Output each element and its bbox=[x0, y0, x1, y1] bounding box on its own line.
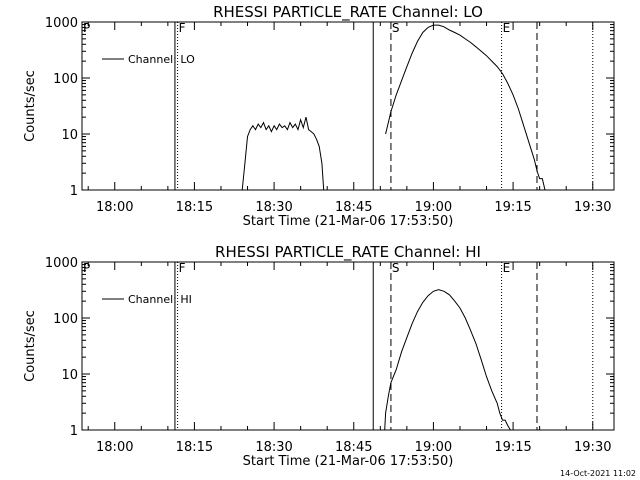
flag-label-s: S bbox=[392, 261, 400, 275]
y-tick-label: 100 bbox=[53, 72, 78, 87]
y-tick-label: 1 bbox=[70, 184, 78, 199]
x-axis-label: Start Time (21-Mar-06 17:53:50) bbox=[243, 214, 454, 229]
y-tick-label: 1 bbox=[70, 424, 78, 439]
x-tick-label: 19:30 bbox=[574, 200, 611, 215]
x-tick-label: 19:15 bbox=[494, 440, 531, 455]
x-tick-label: 18:15 bbox=[176, 200, 213, 215]
y-tick-label: 1000 bbox=[45, 256, 78, 271]
plot-frame bbox=[81, 261, 615, 431]
flag-label-e: E bbox=[503, 21, 511, 35]
x-tick-label: 18:30 bbox=[255, 200, 292, 215]
x-tick-label: 18:00 bbox=[96, 200, 133, 215]
x-tick-label: 19:00 bbox=[415, 200, 452, 215]
series-line bbox=[385, 24, 546, 191]
x-tick-label: 18:45 bbox=[335, 440, 372, 455]
y-tick-label: 10 bbox=[61, 368, 78, 383]
x-tick-label: 19:15 bbox=[494, 200, 531, 215]
y-tick-label: 1000 bbox=[45, 16, 78, 31]
series-line bbox=[384, 289, 511, 431]
flag-label-p: P bbox=[83, 261, 90, 275]
flag-label-f: F bbox=[179, 261, 186, 275]
flag-label-s: S bbox=[392, 21, 400, 35]
y-axis-label: Counts/sec bbox=[23, 310, 38, 382]
flag-label-e: E bbox=[503, 261, 511, 275]
x-tick-label: 19:30 bbox=[574, 440, 611, 455]
x-tick-label: 18:00 bbox=[96, 440, 133, 455]
footer-timestamp: 14-Oct-2021 11:02 bbox=[560, 469, 636, 478]
y-tick-label: 100 bbox=[53, 312, 78, 327]
x-tick-label: 18:15 bbox=[176, 440, 213, 455]
legend-entry: Channel: LO bbox=[128, 53, 195, 66]
series-line bbox=[241, 116, 325, 191]
x-axis-label: Start Time (21-Mar-06 17:53:50) bbox=[243, 454, 454, 469]
y-axis-label: Counts/sec bbox=[23, 70, 38, 142]
plot-frame bbox=[81, 21, 615, 191]
chart-panel-0: RHESSI PARTICLE_RATE Channel: LO 18:00 18:… bbox=[23, 3, 615, 229]
chart-title: RHESSI PARTICLE_RATE Channel: HI bbox=[215, 243, 481, 262]
x-tick-label: 19:00 bbox=[415, 440, 452, 455]
chart-title: RHESSI PARTICLE_RATE Channel: LO bbox=[213, 3, 483, 22]
flag-label-f: F bbox=[179, 21, 186, 35]
legend-entry: Channel: HI bbox=[128, 293, 192, 306]
x-tick-label: 18:30 bbox=[255, 440, 292, 455]
y-tick-label: 10 bbox=[61, 128, 78, 143]
x-tick-label: 18:45 bbox=[335, 200, 372, 215]
chart-panel-1: RHESSI PARTICLE_RATE Channel: HI 18:00 18:… bbox=[23, 243, 615, 469]
flag-label-p: P bbox=[83, 21, 90, 35]
